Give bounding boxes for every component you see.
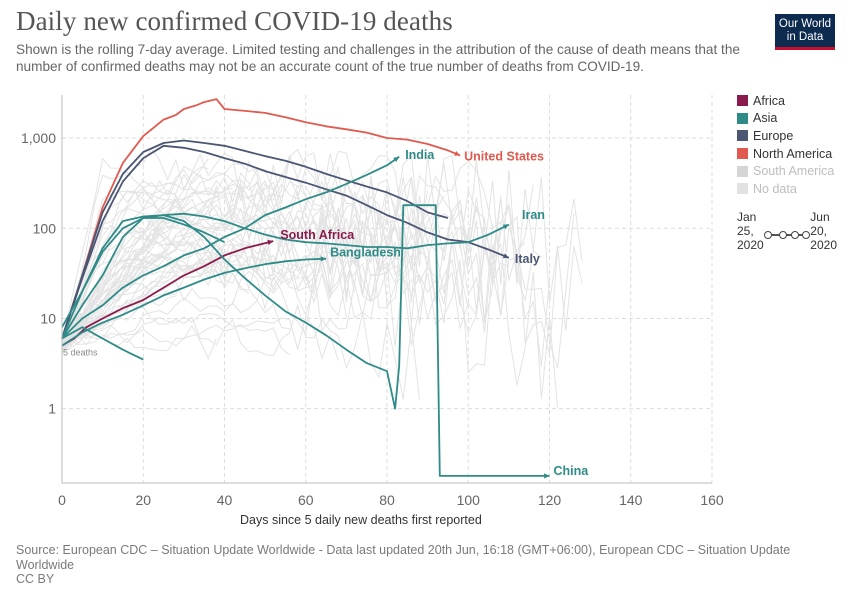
timeline-end-label: Jun 20, 2020 (810, 210, 837, 252)
series-arrowhead (502, 224, 509, 230)
chart-title: Daily new confirmed COVID-19 deaths (16, 6, 453, 36)
series-arrowhead (544, 473, 550, 479)
y-tick-label: 10 (40, 310, 56, 326)
background-country-line (61, 324, 217, 360)
series-layer (61, 98, 550, 479)
timeline-mid-handle[interactable] (791, 231, 799, 239)
timeline-end-month: Jun (810, 210, 830, 224)
x-tick-label: 0 (58, 492, 66, 508)
timeline-end-handle[interactable] (802, 231, 810, 239)
series-label: Italy (515, 252, 540, 266)
background-country-line (61, 205, 494, 349)
start-annotation: 5 deaths (63, 348, 98, 358)
series-line (61, 212, 510, 339)
legend-label-europe: Europe (753, 128, 794, 143)
x-tick-label: 80 (379, 492, 395, 508)
legend-swatch-north-america (737, 148, 748, 160)
series-label: China (554, 464, 590, 478)
background-country-line (61, 249, 550, 367)
background-country-line (61, 166, 209, 354)
series-label: India (405, 148, 435, 162)
timeline-start-month: Jan (737, 210, 757, 224)
series-arrowhead (267, 239, 274, 245)
legend-item-asia[interactable]: Asia (737, 110, 834, 128)
x-tick-label: 140 (619, 492, 643, 508)
owid-logo[interactable]: Our World in Data (775, 14, 835, 50)
legend-item-europe[interactable]: Europe (737, 127, 834, 145)
legend-swatch-africa (737, 95, 748, 107)
timeline-start-day: 25, (737, 224, 754, 238)
x-tick-label: 40 (217, 492, 233, 508)
logo-line-2: in Data (786, 31, 824, 43)
legend-label-no-data: No data (753, 181, 797, 196)
background-country-line (61, 181, 339, 339)
background-country-line (61, 154, 502, 342)
timeline-end-year: 2020 (810, 238, 837, 252)
series-arrowhead (502, 253, 509, 259)
series-line (61, 139, 449, 339)
source-note[interactable]: Source: European CDC – Situation Update … (16, 543, 791, 572)
y-tick-label: 1,000 (21, 130, 56, 146)
y-tick-label: 1 (48, 401, 56, 417)
series-label: Iran (522, 208, 545, 222)
legend-label-south-america: South America (753, 164, 835, 179)
series-arrowhead (454, 151, 461, 156)
x-tick-label: 60 (298, 492, 314, 508)
legend: Africa Asia Europe North America South A… (737, 92, 834, 198)
timeline-slider[interactable]: Jan 25, 2020 Jun 20, 2020 (737, 210, 837, 260)
background-country-line (61, 243, 559, 408)
background-country-line (61, 147, 339, 339)
timeline-line (767, 234, 807, 236)
grid-layer (62, 95, 713, 483)
series-arrowhead (320, 256, 327, 262)
axis-layer: 0 20 40 60 80 100 120 140 160 1 10 100 1,000 (21, 95, 724, 508)
timeline-track[interactable] (764, 230, 810, 240)
legend-label-asia: Asia (753, 111, 778, 126)
series-arrowhead (393, 156, 400, 162)
series-line (61, 98, 461, 339)
legend-swatch-asia (737, 112, 748, 124)
series-line (61, 326, 144, 361)
x-tick-label: 100 (457, 492, 481, 508)
timeline-start-year: 2020 (737, 238, 764, 252)
series-line (61, 257, 327, 347)
timeline-mid-handle[interactable] (779, 231, 787, 239)
chart-subtitle: Shown is the rolling 7-day average. Limi… (16, 42, 740, 74)
timeline-end-day: 20, (810, 224, 827, 238)
legend-label-africa: Africa (753, 93, 785, 108)
license-note[interactable]: CC BY (16, 572, 55, 586)
legend-swatch-europe (737, 130, 748, 142)
timeline-start-handle[interactable] (764, 231, 772, 239)
logo-line-1: Our World (778, 18, 832, 30)
series-line (61, 217, 225, 339)
x-axis-title: Days since 5 daily new deaths first repo… (240, 513, 482, 527)
y-tick-label: 100 (33, 220, 57, 236)
x-tick-label: 160 (700, 492, 724, 508)
timeline-start-label: Jan 25, 2020 (737, 210, 764, 252)
series-label: United States (464, 150, 544, 164)
background-country-line (61, 233, 323, 352)
legend-item-africa[interactable]: Africa (737, 92, 834, 110)
legend-swatch-south-america (737, 165, 748, 177)
background-country-line (61, 153, 307, 342)
x-tick-label: 120 (538, 492, 562, 508)
series-line (61, 204, 550, 477)
series-line (61, 144, 510, 339)
background-country-line (61, 297, 290, 344)
legend-item-south-america[interactable]: South America (737, 162, 834, 180)
x-tick-label: 20 (135, 492, 151, 508)
series-label-layer: United States India Iran Italy South Africa B… (63, 148, 589, 478)
legend-swatch-no-data (737, 183, 748, 195)
background-country-line (61, 313, 339, 361)
legend-item-no-data[interactable]: No data (737, 180, 834, 198)
background-country-line (61, 154, 542, 344)
series-line (61, 156, 400, 340)
background-country-line (61, 230, 168, 344)
legend-label-north-america: North America (753, 146, 833, 161)
series-label: South Africa (280, 228, 355, 242)
series-label: Bangladesh (330, 246, 401, 260)
background-country-line (61, 227, 217, 351)
legend-item-north-america[interactable]: North America (737, 145, 834, 163)
